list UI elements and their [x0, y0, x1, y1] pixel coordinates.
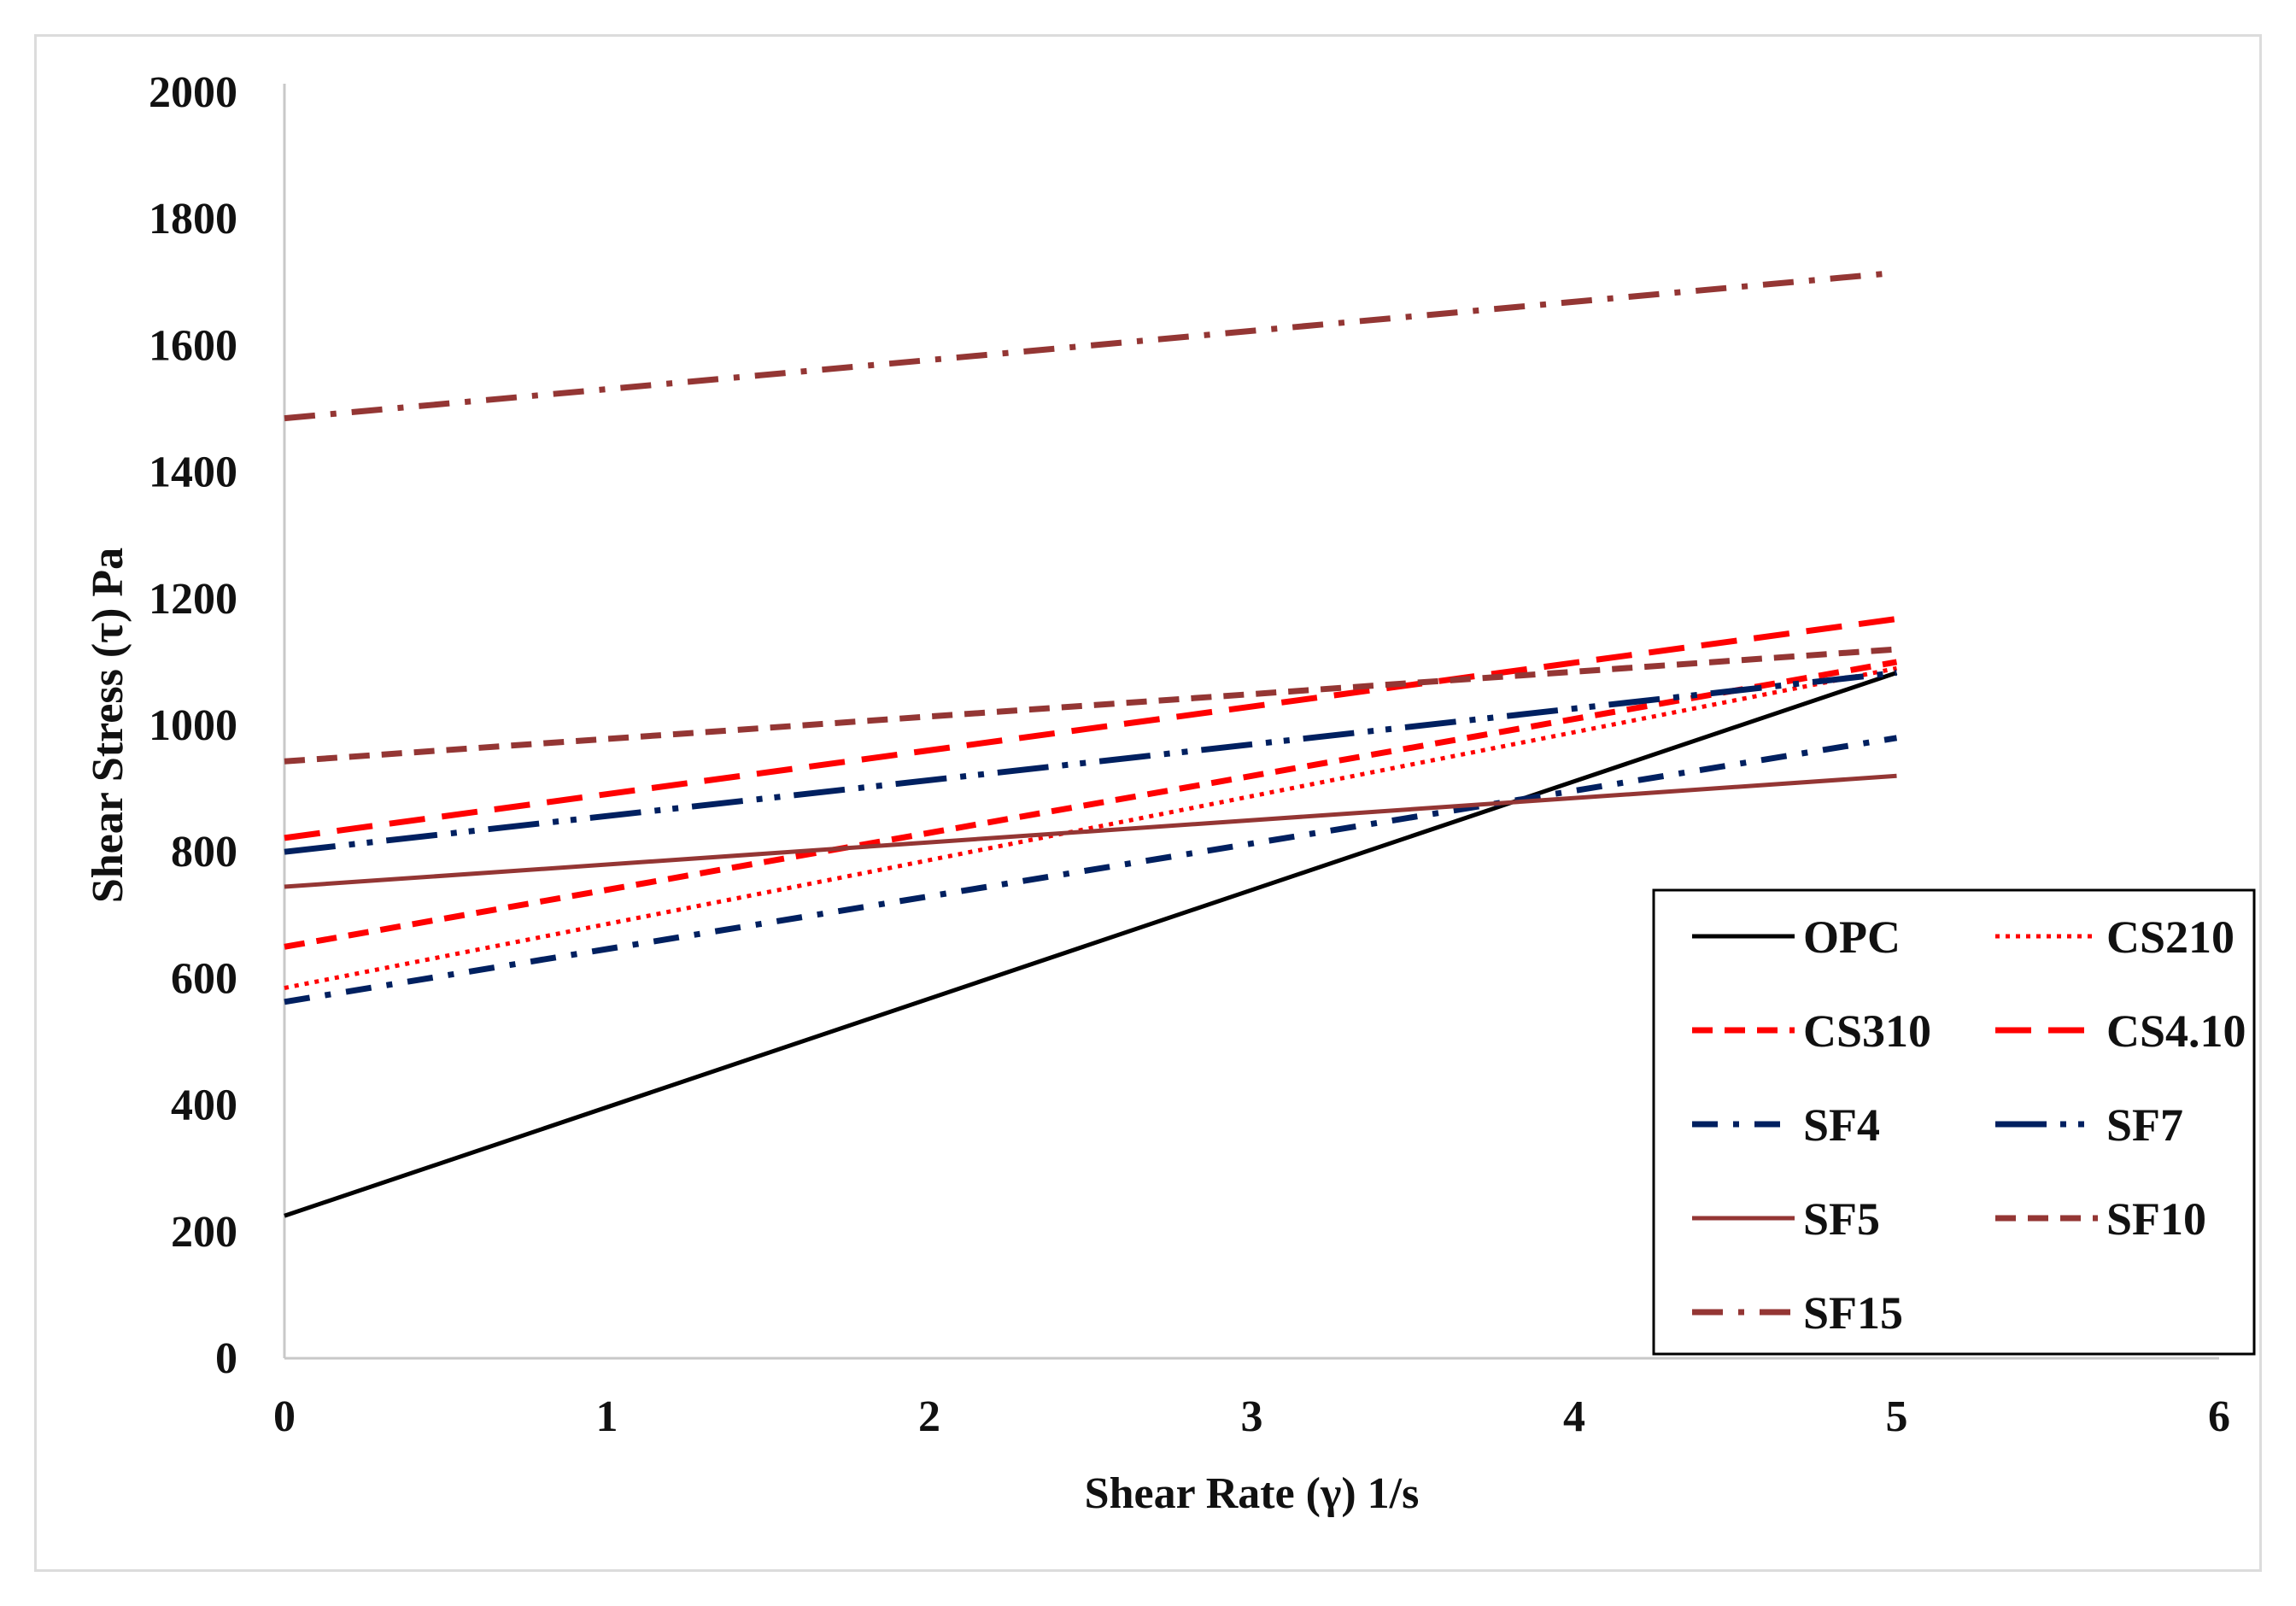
y-tick-label: 2000: [149, 68, 237, 117]
series-layer: [284, 269, 1898, 1218]
x-tick-label: 4: [1563, 1392, 1585, 1441]
axes: 0 200 400 600 800 1000 1200 1400 1600 1800 2000 0 1 2…: [84, 68, 2230, 1518]
legend-label-sf7: SF7: [2106, 1099, 2183, 1151]
y-tick-label: 1000: [149, 701, 237, 750]
y-tick-label: 1400: [149, 448, 237, 497]
legend-label-cs210: CS210: [2106, 911, 2234, 963]
figure-frame: 0 200 400 600 800 1000 1200 1400 1600 1800 2000 0 1 2…: [34, 34, 2262, 1572]
x-tick-label: 3: [1241, 1392, 1263, 1441]
legend: OPC CS210 CS310 CS4.10 SF4 SF7 SF5 SF10 SF15: [1652, 888, 2256, 1356]
x-tick-label: 1: [596, 1392, 618, 1441]
legend-label-sf15: SF15: [1803, 1287, 1903, 1339]
series-line-sf5: [284, 773, 1897, 889]
y-tick-label: 1200: [149, 575, 237, 624]
legend-label-sf5: SF5: [1803, 1193, 1880, 1245]
legend-label-opc: OPC: [1803, 911, 1901, 963]
x-tick-label: 6: [2208, 1392, 2230, 1441]
series-line-cs310: [284, 659, 1898, 950]
shear-stress-chart: 0 200 400 600 800 1000 1200 1400 1600 1800 2000 0 1 2…: [84, 68, 2256, 1518]
legend-box: [1652, 888, 2256, 1356]
series-line-sf10: [284, 646, 1897, 765]
series-line-cs4-10: [284, 616, 1897, 841]
y-tick-label: 1600: [149, 321, 237, 370]
x-tick-label: 0: [273, 1392, 296, 1441]
series-line-opc: [284, 671, 1898, 1218]
x-tick-label: 5: [1886, 1392, 1908, 1441]
series-line-sf7: [284, 670, 1897, 855]
legend-label-sf10: SF10: [2106, 1193, 2206, 1245]
legend-label-cs4-10: CS4.10: [2106, 1005, 2246, 1057]
x-axis-title: Shear Rate (γ) 1/s: [1085, 1469, 1420, 1518]
y-tick-label: 400: [171, 1081, 237, 1130]
y-tick-label: 600: [171, 954, 237, 1003]
y-tick-label: 800: [171, 828, 237, 876]
y-tick-label: 0: [215, 1334, 237, 1383]
y-axis-title: Shear Stress (τ) Pa: [84, 548, 132, 903]
series-line-sf15: [284, 269, 1897, 422]
y-tick-label: 1800: [149, 195, 237, 243]
y-tick-label: 200: [171, 1208, 237, 1257]
series-line-cs210: [284, 665, 1897, 990]
legend-label-cs310: CS310: [1803, 1005, 1931, 1057]
legend-label-sf4: SF4: [1803, 1099, 1880, 1151]
x-tick-label: 2: [918, 1392, 940, 1441]
series-line-sf4: [284, 735, 1898, 1005]
